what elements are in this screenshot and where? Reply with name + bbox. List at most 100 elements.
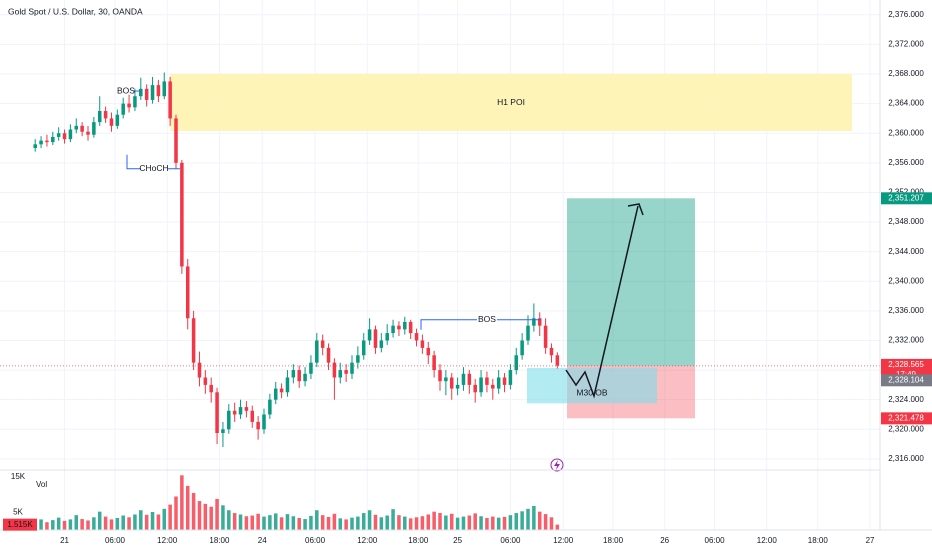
- volume-tick-label: 15K: [11, 472, 26, 481]
- candle-body: [45, 140, 49, 143]
- volume-bar: [209, 506, 213, 530]
- volume-bar: [39, 519, 43, 530]
- candle-body: [520, 340, 524, 356]
- volume-bar: [115, 518, 120, 530]
- volume-bar: [537, 511, 542, 530]
- candle-body: [238, 407, 243, 415]
- x-tick-label: 21: [60, 536, 69, 545]
- x-tick-label: 18:00: [408, 536, 429, 545]
- volume-bar: [203, 503, 208, 530]
- volume-bar: [156, 514, 161, 530]
- candle-body: [526, 325, 530, 341]
- y-tick-label: 2,336.000: [888, 306, 924, 315]
- candle-body: [432, 355, 436, 371]
- candle-body: [315, 340, 319, 363]
- candle-body: [68, 129, 73, 140]
- candle-body: [414, 333, 419, 341]
- volume-bar: [256, 513, 260, 530]
- candle-body: [361, 340, 366, 356]
- volume-bar: [291, 516, 296, 530]
- x-tick-label: 27: [866, 536, 875, 545]
- y-tick-label: 2,364.000: [888, 99, 924, 108]
- volume-bar: [103, 516, 108, 530]
- volume-bar: [467, 515, 472, 530]
- volume-tick-label: 5K: [13, 507, 23, 516]
- bos-label: BOS: [117, 85, 135, 95]
- price-label-bg: [881, 192, 932, 205]
- choch-label-bg: [141, 163, 168, 174]
- candle-body: [156, 85, 161, 97]
- volume-bar: [56, 517, 61, 530]
- volume-bar: [121, 515, 125, 530]
- volume-bar: [350, 517, 354, 530]
- y-tick-label: 2,320.000: [888, 424, 924, 433]
- overlay-layer: H1 POI M30 OB BOS CHoCH BOS: [117, 85, 644, 472]
- candle-body: [39, 140, 43, 145]
- volume-bar: [373, 514, 378, 530]
- price-label: 2,328.104: [888, 375, 924, 384]
- candle-body: [209, 384, 213, 393]
- volume-bar: [191, 492, 196, 530]
- volume-bar: [51, 520, 55, 530]
- volume-bar: [74, 515, 79, 530]
- candle-body: [33, 144, 37, 149]
- x-tick-label: 12:00: [157, 536, 178, 545]
- background-layer: [0, 0, 880, 530]
- volume-bar: [338, 518, 343, 530]
- candle-body: [115, 114, 120, 126]
- volume-bar: [174, 496, 178, 530]
- price-label-bg: [881, 374, 932, 387]
- volume-bar: [391, 509, 395, 530]
- candle-body: [144, 88, 149, 100]
- candle-body: [485, 377, 489, 385]
- volume-bar: [496, 517, 501, 530]
- volume-label: Vol: [36, 480, 47, 489]
- volume-bar: [297, 518, 301, 530]
- y-tick-label: 2,340.000: [888, 276, 924, 285]
- y-tick-label: 2,372.000: [888, 40, 924, 49]
- x-tick-label: 18:00: [808, 536, 829, 545]
- volume-bar: [92, 517, 96, 530]
- candle-body: [479, 377, 483, 393]
- volume-bar: [232, 513, 237, 530]
- volume-bar: [150, 512, 155, 530]
- candle-body: [397, 325, 401, 330]
- candle-body: [391, 325, 395, 334]
- candle-body: [532, 318, 536, 326]
- price-label: 2,328.565: [888, 360, 924, 369]
- candle-body: [438, 370, 442, 382]
- volume-bar: [250, 515, 255, 530]
- candle-body: [62, 133, 67, 140]
- candle-body: [180, 162, 184, 267]
- choch-label: CHoCH: [139, 163, 168, 173]
- candle-body: [449, 377, 454, 389]
- candle-body: [92, 122, 96, 135]
- candle-body: [133, 96, 137, 108]
- volume-bar: [144, 514, 149, 530]
- candle-body: [215, 392, 219, 433]
- x-tick-label: 26: [660, 536, 669, 545]
- volume-bar: [315, 510, 319, 530]
- candle-body: [373, 329, 378, 348]
- candle-body: [162, 81, 167, 97]
- candle-body: [549, 347, 554, 356]
- candle-body: [109, 118, 114, 126]
- volume-bar: [309, 515, 313, 530]
- price-label: 2,351.207: [888, 193, 924, 202]
- volume-bar: [514, 513, 519, 530]
- candle-body: [262, 414, 266, 430]
- volume-bar: [403, 516, 407, 530]
- volume-bar: [526, 508, 530, 530]
- volume-bar: [68, 519, 73, 530]
- candle-body: [86, 131, 90, 135]
- candle-body: [356, 355, 360, 363]
- candle-body: [127, 103, 131, 108]
- volume-bar: [520, 511, 524, 530]
- volume-bar: [485, 518, 489, 530]
- x-tick-label: 12:00: [357, 536, 378, 545]
- volume-bar: [97, 511, 102, 530]
- x-tick-label: 25: [453, 536, 462, 545]
- y-tick-label: 2,316.000: [888, 454, 924, 463]
- candle-body: [455, 384, 460, 389]
